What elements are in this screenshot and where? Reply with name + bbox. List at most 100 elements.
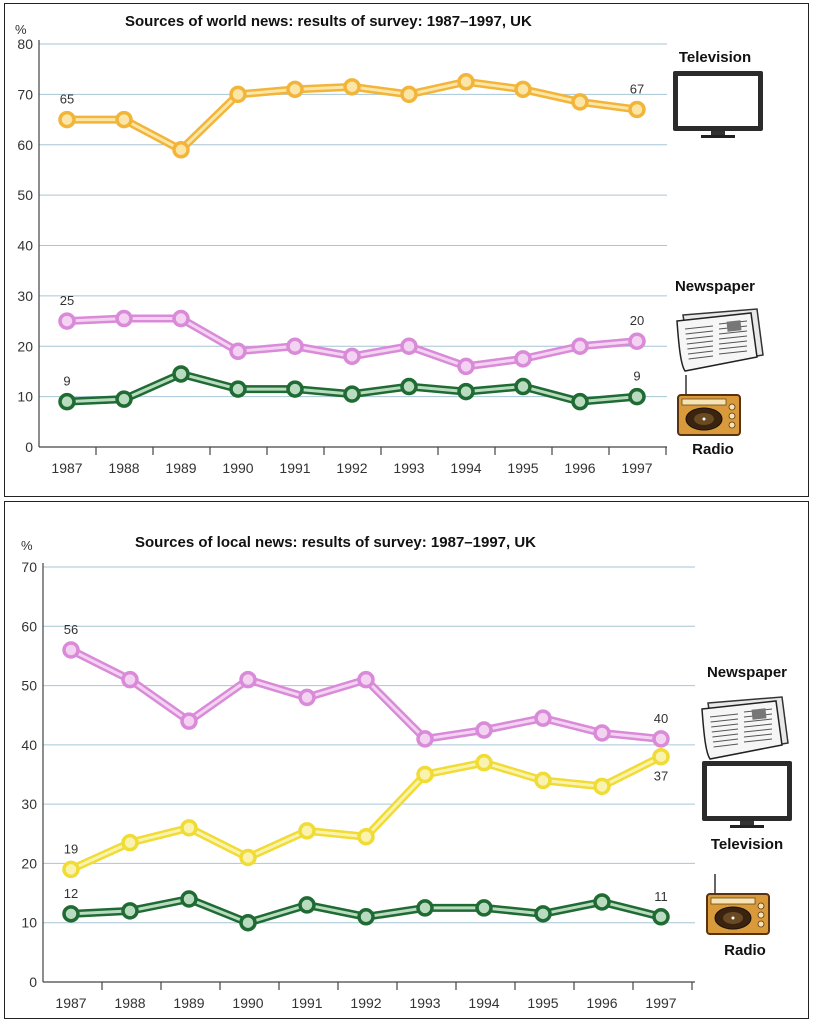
end-value-label-television: 67 — [630, 81, 644, 96]
data-point-television — [121, 833, 139, 852]
series-line-core-newspaper — [69, 648, 663, 741]
television-base — [730, 825, 764, 828]
newspaper-text-line — [718, 330, 748, 335]
data-point-television — [172, 141, 190, 159]
data-point-newspaper — [180, 712, 198, 730]
y-tick-label: 10 — [21, 915, 37, 931]
data-point-newspaper — [229, 342, 247, 361]
y-tick-label: 0 — [29, 974, 37, 990]
data-point-television — [593, 777, 611, 796]
data-point-radio — [172, 365, 190, 383]
data-point-television — [534, 771, 552, 790]
radio-icon — [677, 375, 741, 436]
start-value-label-radio: 9 — [63, 374, 70, 389]
data-point-newspaper — [475, 721, 493, 739]
data-point-newspaper — [298, 688, 316, 707]
data-point-newspaper — [121, 670, 139, 689]
radio-knob — [757, 920, 765, 928]
data-point-television — [298, 822, 316, 840]
data-point-television — [571, 93, 589, 111]
data-point-radio — [357, 908, 375, 926]
data-point-newspaper — [571, 337, 589, 355]
y-tick-label: 20 — [17, 338, 33, 354]
data-point-newspaper — [357, 670, 375, 689]
data-point-newspaper — [534, 709, 552, 727]
data-point-television — [286, 80, 304, 99]
data-point-radio — [286, 380, 304, 398]
y-tick-label: 10 — [17, 389, 33, 405]
data-point-television — [58, 110, 76, 129]
data-point-television — [343, 78, 361, 96]
y-tick-label: 30 — [17, 288, 33, 304]
start-value-label-newspaper: 56 — [64, 622, 78, 637]
data-point-radio — [298, 896, 316, 914]
data-point-newspaper — [343, 347, 361, 366]
radio-knob — [757, 902, 765, 910]
data-point-radio — [534, 905, 552, 923]
newspaper-text-line — [687, 350, 714, 355]
newspaper-text-line — [743, 738, 773, 743]
newspaper-text-line — [718, 350, 748, 355]
world-news-chart-panel: Sources of world news: results of survey… — [4, 3, 809, 497]
end-value-label-radio: 9 — [633, 369, 640, 384]
y-axis-unit-label: % — [21, 538, 33, 553]
newspaper-text-line — [686, 340, 714, 345]
chart-title: Sources of world news: results of survey… — [125, 13, 532, 30]
newspaper-text-line — [712, 733, 739, 738]
data-point-newspaper — [58, 312, 76, 330]
newspaper-text-line — [684, 325, 714, 330]
data-point-radio — [115, 390, 133, 408]
television-icon — [702, 761, 792, 828]
y-tick-label: 40 — [17, 238, 33, 254]
x-tick-label: 1987 — [51, 460, 82, 476]
x-tick-label: 1994 — [468, 995, 499, 1011]
x-tick-label: 1989 — [165, 460, 196, 476]
x-tick-label: 1995 — [527, 995, 558, 1011]
start-value-label-television: 65 — [60, 92, 74, 107]
y-tick-label: 20 — [21, 855, 37, 871]
x-tick-label: 1990 — [222, 460, 253, 476]
data-point-newspaper — [239, 670, 257, 689]
x-tick-label: 1993 — [393, 460, 424, 476]
data-point-radio — [652, 908, 670, 926]
newspaper-text-line — [711, 723, 739, 728]
television-neck — [711, 131, 725, 135]
newspaper-text-line — [712, 738, 739, 743]
newspaper-text-line — [718, 340, 748, 345]
newspaper-icon — [701, 696, 789, 760]
local-news-chart-panel: Sources of local news: results of survey… — [4, 501, 809, 1019]
data-point-newspaper — [593, 724, 611, 742]
chart-title: Sources of local news: results of survey… — [135, 534, 536, 551]
television-icon — [673, 71, 763, 138]
x-tick-label: 1991 — [291, 995, 322, 1011]
television-neck — [740, 821, 754, 825]
data-point-television — [457, 73, 475, 91]
data-point-newspaper — [115, 309, 133, 328]
newspaper-text-line — [743, 733, 773, 738]
newspaper-text-line — [686, 335, 714, 340]
data-point-television — [514, 80, 532, 99]
newspaper-text-line — [711, 728, 739, 733]
y-tick-label: 80 — [17, 36, 33, 52]
legend-label-television: Television — [711, 836, 783, 853]
x-tick-label: 1995 — [507, 460, 538, 476]
legend-label-television: Television — [679, 49, 751, 66]
radio-dial — [710, 897, 756, 905]
newspaper-text-line — [743, 728, 773, 733]
y-tick-label: 50 — [21, 678, 37, 694]
y-tick-label: 70 — [17, 86, 33, 102]
newspaper-text-line — [718, 345, 748, 350]
radio-speaker-center — [702, 417, 706, 421]
television-base — [701, 135, 735, 138]
newspaper-text-line — [709, 713, 739, 718]
series-line-core-television — [69, 755, 663, 871]
data-point-television — [239, 848, 257, 867]
x-tick-label: 1987 — [55, 995, 86, 1011]
data-point-television — [475, 753, 493, 772]
x-tick-label: 1993 — [409, 995, 440, 1011]
start-value-label-radio: 12 — [64, 886, 78, 901]
television-screen — [707, 766, 787, 816]
start-value-label-television: 19 — [64, 841, 78, 856]
y-tick-label: 60 — [17, 137, 33, 153]
x-tick-label: 1992 — [350, 995, 381, 1011]
